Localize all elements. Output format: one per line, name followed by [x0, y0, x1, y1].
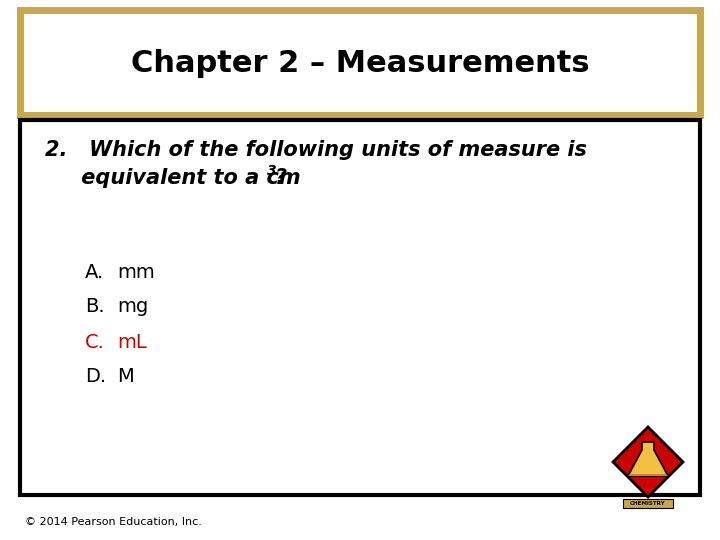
- Text: B.: B.: [85, 298, 104, 316]
- Text: mg: mg: [117, 298, 148, 316]
- FancyBboxPatch shape: [623, 499, 673, 508]
- Text: mL: mL: [117, 333, 147, 352]
- FancyBboxPatch shape: [20, 10, 700, 115]
- Polygon shape: [628, 474, 668, 476]
- Text: © 2014 Pearson Education, Inc.: © 2014 Pearson Education, Inc.: [25, 517, 202, 527]
- Text: equivalent to a cm: equivalent to a cm: [45, 168, 301, 188]
- Text: ?: ?: [275, 168, 287, 188]
- Text: C.: C.: [85, 333, 105, 352]
- Text: M: M: [117, 368, 134, 387]
- Text: A.: A.: [85, 262, 104, 281]
- Polygon shape: [628, 442, 668, 476]
- Text: CHEMISTRY: CHEMISTRY: [630, 501, 666, 506]
- Text: 3: 3: [267, 164, 276, 178]
- Text: Chapter 2 – Measurements: Chapter 2 – Measurements: [131, 49, 589, 78]
- Text: 2.   Which of the following units of measure is: 2. Which of the following units of measu…: [45, 140, 587, 160]
- Text: mm: mm: [117, 262, 155, 281]
- FancyBboxPatch shape: [20, 120, 700, 495]
- Polygon shape: [613, 427, 683, 497]
- Text: D.: D.: [85, 368, 106, 387]
